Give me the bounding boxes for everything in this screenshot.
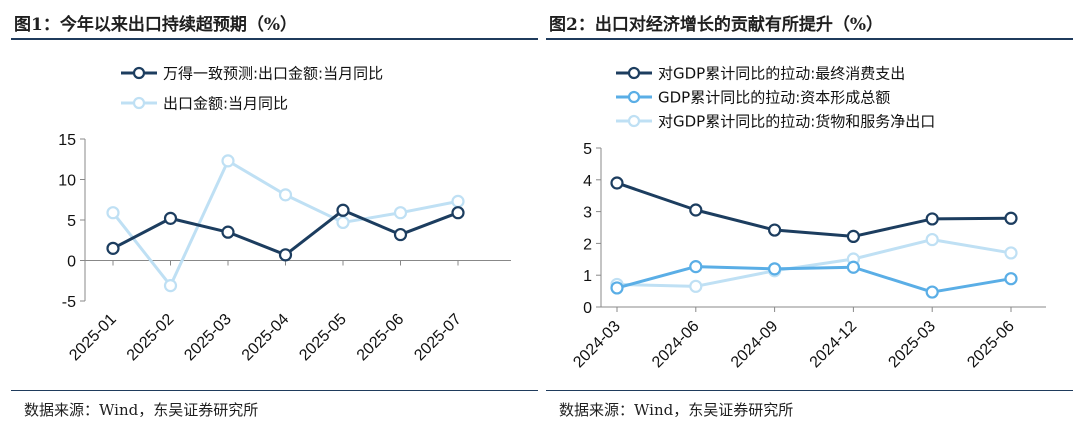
x-tick-label: 2025-03	[885, 318, 939, 372]
data-point	[846, 229, 860, 244]
chart-title: 图2：出口对经济增长的贡献有所提升（%）	[549, 15, 883, 35]
data-point	[846, 260, 860, 274]
data-point	[106, 241, 120, 255]
data-point	[768, 262, 782, 276]
legend-label: 对GDP累计同比的拉动:最终消费支出	[658, 65, 905, 83]
data-point	[393, 227, 408, 242]
data-point	[278, 248, 293, 262]
legend-label: GDP累计同比的拉动:资本形成总额	[658, 89, 890, 107]
x-tick-label: 2025-07	[411, 311, 465, 365]
x-tick-label: 2025-04	[239, 311, 293, 365]
source-note: 数据来源：Wind，东吴证券研究所	[24, 401, 259, 419]
x-tick-label: 2025-06	[354, 311, 408, 365]
legend-label: 万得一致预测:出口金额:当月同比	[163, 65, 383, 83]
data-point	[689, 279, 703, 293]
y-tick-label: 1	[583, 268, 592, 285]
x-tick-label: 2025-06	[964, 318, 1018, 372]
title-rule	[546, 38, 1073, 40]
y-tick-label: 2	[583, 236, 592, 253]
y-tick-label: 15	[58, 132, 76, 149]
data-point	[393, 206, 408, 220]
data-point	[1004, 211, 1018, 225]
data-point	[451, 206, 465, 220]
data-point	[336, 215, 350, 230]
y-tick-label: 3	[583, 205, 592, 222]
title-rule	[11, 38, 538, 40]
series-line	[616, 181, 1012, 238]
y-tick-label: 10	[58, 173, 76, 190]
source-rule	[11, 390, 538, 391]
legend-marker	[132, 96, 146, 110]
y-tick-label: 5	[67, 213, 76, 230]
data-point	[689, 260, 703, 274]
y-tick-label: 0	[583, 300, 592, 317]
x-tick-label: 2025-03	[181, 311, 235, 365]
x-tick-label: 2025-01	[66, 311, 120, 365]
x-tick-label: 2025-05	[296, 311, 350, 365]
data-point	[163, 211, 178, 225]
data-point	[451, 194, 465, 208]
chart-title: 图1：今年以来出口持续超预期（%）	[14, 15, 297, 35]
x-tick-label: 2025-02	[124, 311, 178, 365]
x-tick-label: 2024-09	[728, 318, 782, 372]
y-tick-label: 5	[583, 141, 592, 158]
chart-panel-left: 图1：今年以来出口持续超预期（%） -5 0 5 10 15 2025-01 2025-02…	[11, 0, 538, 429]
x-tick-label: 2024-06	[649, 318, 703, 372]
data-point	[689, 203, 703, 217]
data-point	[925, 285, 939, 299]
y-tick-label: 4	[583, 173, 592, 190]
x-tick-label: 2024-03	[570, 318, 624, 372]
series-line	[616, 265, 1012, 294]
data-point	[278, 188, 293, 202]
data-point	[925, 232, 939, 247]
series-line	[111, 159, 459, 288]
y-tick-label: -5	[62, 294, 76, 311]
y-tick-label: 0	[67, 254, 76, 271]
legend-label: 出口金额:当月同比	[163, 95, 288, 113]
data-point	[925, 212, 939, 226]
data-point	[163, 279, 178, 293]
chart-panel-right: 图2：出口对经济增长的贡献有所提升（%） 0 1 2 3 4 5 2024-03 2024-0…	[546, 0, 1073, 429]
legend-marker	[132, 66, 146, 80]
data-point	[768, 223, 782, 237]
x-tick-label: 2024-12	[807, 318, 861, 372]
data-point	[1004, 272, 1018, 286]
line-chart-svg: 0 1 2 3 4 5 2024-03 2024-06 2024-09 2024-12 2025-0…	[570, 65, 1046, 372]
legend-marker	[627, 114, 641, 128]
data-point	[106, 206, 120, 220]
source-rule	[546, 390, 1073, 391]
data-point	[610, 281, 624, 295]
data-point	[336, 203, 350, 217]
legend-marker	[627, 66, 641, 80]
data-point	[221, 154, 235, 168]
series-line	[616, 238, 1012, 288]
data-point	[1004, 246, 1018, 260]
source-note: 数据来源：Wind，东吴证券研究所	[559, 401, 794, 419]
data-point	[610, 176, 624, 190]
legend-marker	[627, 90, 641, 104]
legend-label: 对GDP累计同比的拉动:货物和服务净出口	[658, 113, 935, 131]
data-point	[221, 225, 235, 239]
